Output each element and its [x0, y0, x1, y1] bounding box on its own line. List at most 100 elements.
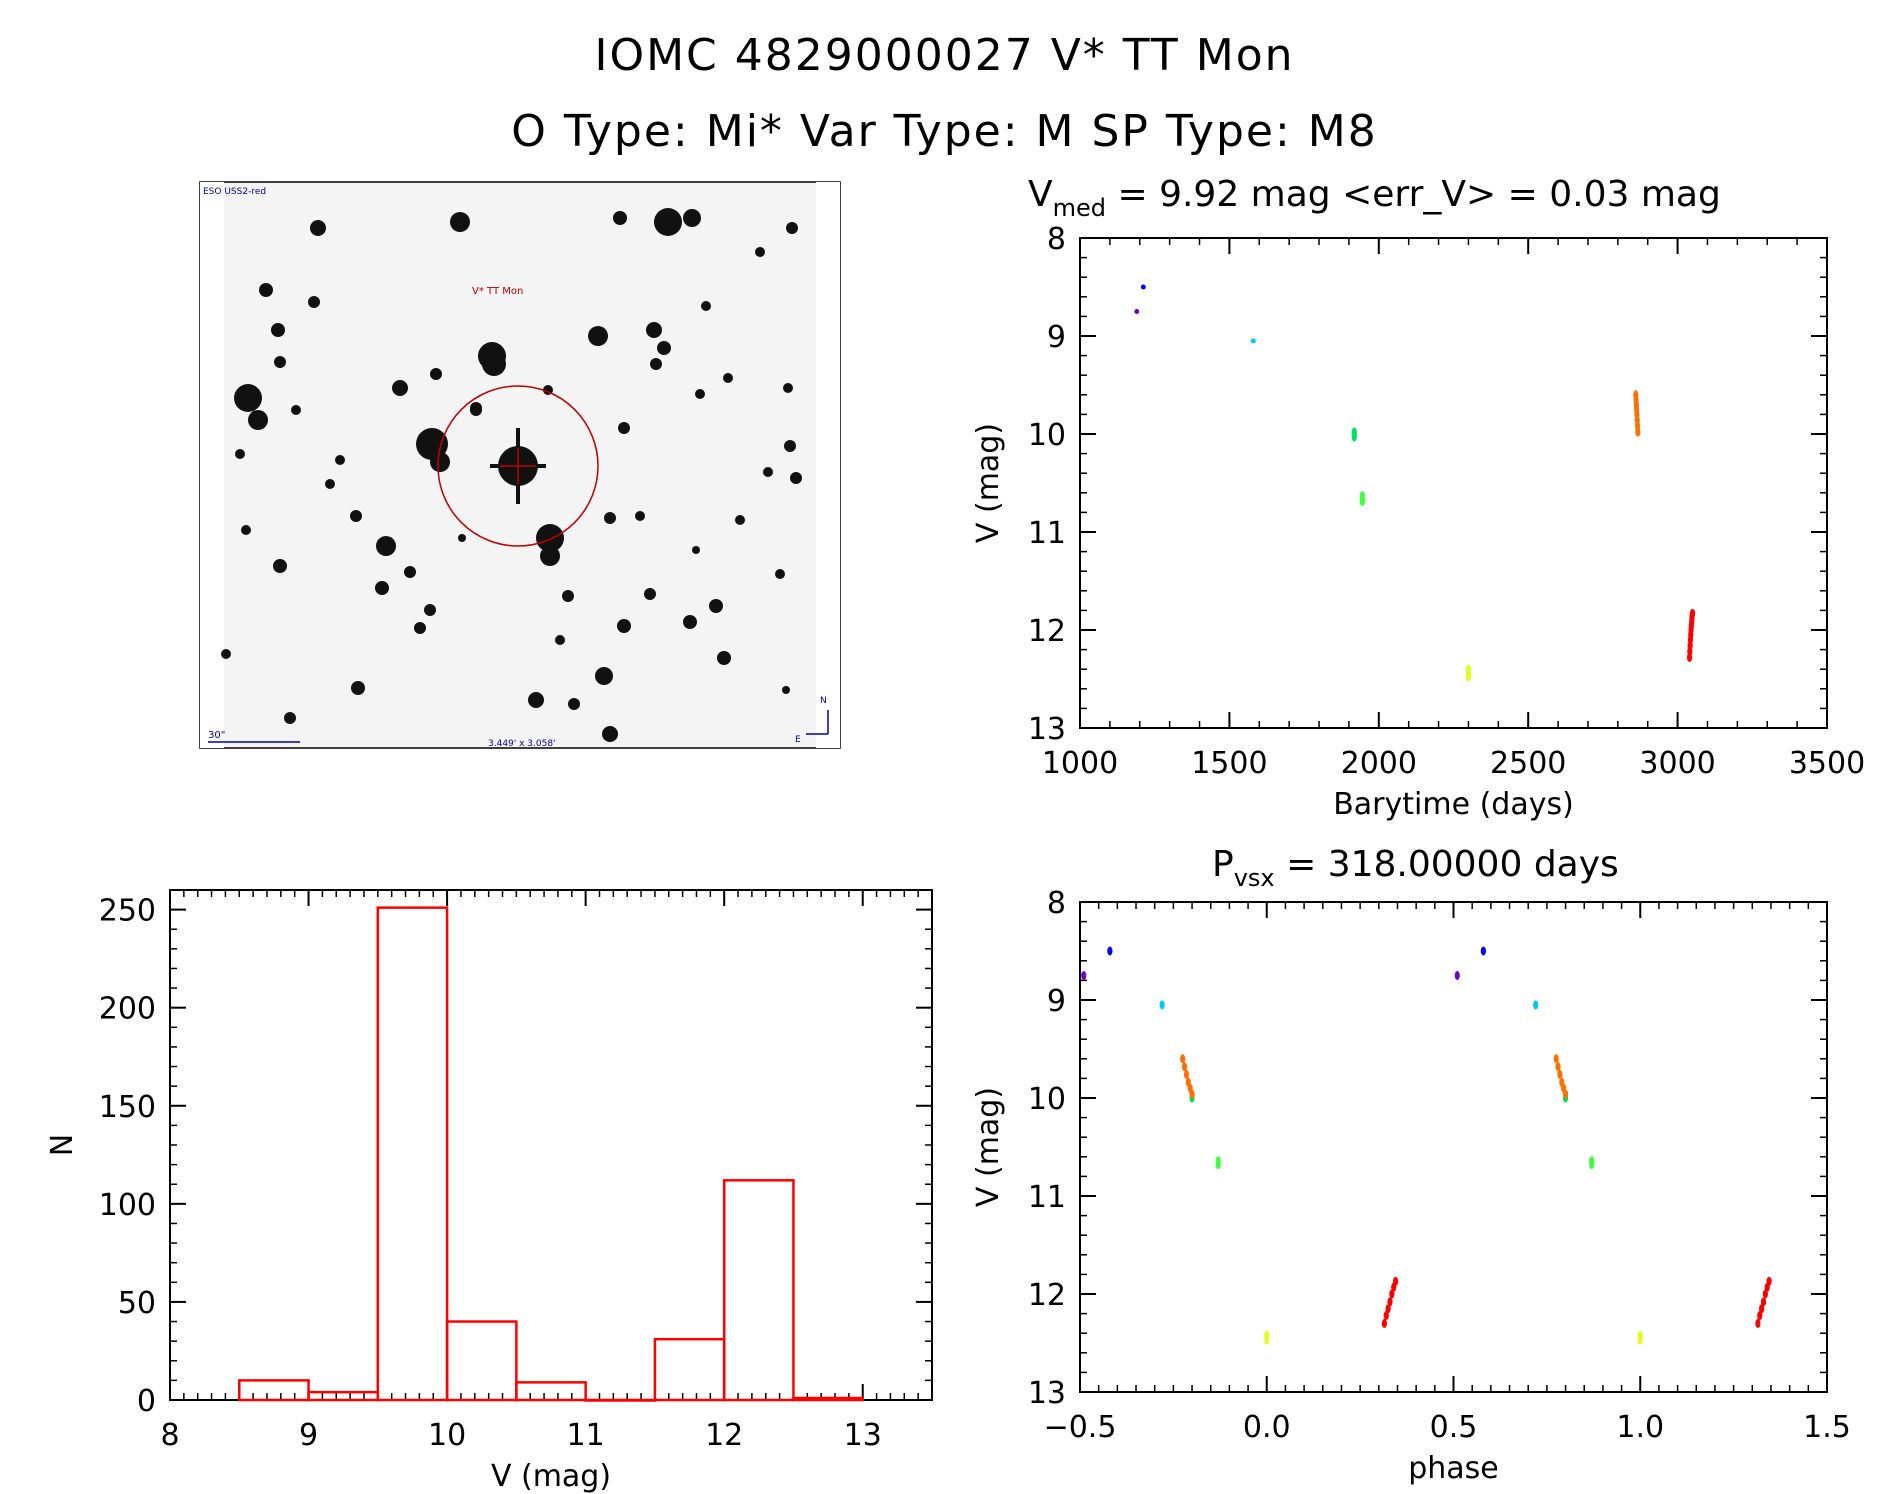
- x-tick-label: 3000: [1639, 746, 1715, 781]
- star: [404, 566, 416, 578]
- fov-label: 3.449' x 3.058': [488, 739, 556, 749]
- data-point-s8: [1393, 1276, 1399, 1286]
- star: [755, 247, 765, 257]
- x-tick-label: 2500: [1490, 746, 1566, 781]
- histogram-panel: 8 9 10 11 12 13 0 50 100 150 200 250 V (mag) N: [45, 889, 933, 1494]
- star: [375, 581, 389, 595]
- star: [430, 452, 450, 472]
- star: [458, 534, 466, 542]
- data-point-s7: [1635, 427, 1641, 437]
- y-tick-label: 50: [118, 1286, 156, 1321]
- compass-north-label: N: [820, 696, 827, 706]
- phased-title-text: = 318.00000 days: [1275, 844, 1619, 885]
- star: [650, 358, 662, 370]
- histogram-bar: [445, 1320, 518, 1402]
- data-point-s7: [1557, 1069, 1563, 1079]
- y-tick-label: 150: [99, 1090, 156, 1125]
- star: [562, 590, 574, 602]
- star: [735, 515, 745, 525]
- x-tick-label: 1000: [1042, 746, 1118, 781]
- y-tick-label: 13: [1028, 712, 1066, 747]
- star: [783, 383, 793, 393]
- data-point-s8: [1689, 608, 1696, 618]
- star: [604, 512, 616, 524]
- star: [351, 681, 365, 695]
- x-tick-label: 0.0: [1243, 1410, 1291, 1445]
- data-point-s8: [1762, 1289, 1768, 1299]
- star: [555, 635, 565, 645]
- star: [588, 326, 608, 346]
- x-tick-label: 0.5: [1430, 1410, 1478, 1445]
- star: [221, 649, 231, 659]
- data-point-s1: [1454, 971, 1460, 980]
- x-tick-label: 2000: [1341, 746, 1417, 781]
- histogram-bar: [307, 1390, 380, 1402]
- x-tick-label: −0.5: [1044, 1410, 1117, 1445]
- y-axis-label: V (mag): [971, 1087, 1006, 1207]
- data-point-s3: [1159, 1000, 1165, 1010]
- data-point-s3: [1250, 338, 1256, 344]
- star: [392, 380, 408, 396]
- histogram-bar: [653, 1337, 726, 1402]
- histogram-bar: [238, 1379, 310, 1402]
- star: [310, 220, 326, 236]
- data-point-s6: [1264, 1335, 1270, 1345]
- histogram-bar: [584, 1398, 657, 1402]
- phased-title: Pvsx = 318.00000 days: [1212, 844, 1619, 892]
- x-tick-label: 12: [705, 1418, 743, 1453]
- x-tick-label: 1.5: [1803, 1410, 1851, 1445]
- data-point-s7: [1562, 1089, 1569, 1099]
- y-tick-label: 11: [1028, 516, 1066, 551]
- star: [717, 651, 731, 665]
- data-point-s8: [1381, 1318, 1388, 1328]
- data-point-s7: [1189, 1089, 1195, 1099]
- histogram-bar: [792, 1396, 864, 1402]
- target-circle: [437, 385, 599, 547]
- data-point-s5: [1215, 1160, 1221, 1170]
- lightcurve-title-symbol: V: [1028, 174, 1053, 215]
- target-label: V* TT Mon: [472, 286, 523, 297]
- star: [350, 510, 362, 522]
- y-tick-label: 250: [99, 894, 156, 929]
- y-tick-label: 10: [1028, 418, 1066, 453]
- compass-east-label: E: [795, 735, 801, 745]
- star: [763, 467, 773, 477]
- star: [692, 546, 700, 554]
- star: [709, 599, 723, 613]
- data-point-s5: [1359, 497, 1365, 507]
- star: [325, 479, 335, 489]
- y-tick-label: 11: [1028, 1180, 1066, 1215]
- y-axis-label: N: [45, 1134, 80, 1156]
- star: [635, 511, 645, 521]
- y-axis-label: V (mag): [971, 423, 1006, 543]
- star: [335, 455, 345, 465]
- data-point-s4: [1351, 432, 1357, 442]
- x-tick-label: 10: [428, 1418, 466, 1453]
- star: [646, 322, 662, 338]
- data-point-s7: [1180, 1054, 1186, 1064]
- x-tick-label: 13: [844, 1418, 882, 1453]
- star: [644, 588, 656, 600]
- data-point-s8: [1755, 1318, 1761, 1328]
- survey-label: ESO USS2-red: [203, 187, 266, 197]
- star-field: [221, 208, 802, 742]
- data-point-s2: [1140, 284, 1146, 290]
- star: [568, 698, 580, 710]
- star: [654, 208, 682, 236]
- x-tick-label: 1.0: [1616, 1410, 1664, 1445]
- data-point-s3: [1533, 1000, 1539, 1010]
- star: [595, 667, 613, 685]
- star: [617, 619, 631, 633]
- star: [528, 692, 544, 708]
- star: [414, 622, 426, 634]
- star: [618, 422, 630, 434]
- lightcurve-title: Vmed = 9.92 mag <err_V> = 0.03 mag: [1028, 174, 1721, 222]
- sky-image-margin: [200, 182, 224, 748]
- data-point-s8: [1759, 1304, 1765, 1314]
- data-point-s5: [1589, 1160, 1595, 1170]
- histogram-bar: [376, 906, 449, 1402]
- star: [273, 559, 287, 573]
- star: [701, 301, 711, 311]
- star: [234, 384, 262, 412]
